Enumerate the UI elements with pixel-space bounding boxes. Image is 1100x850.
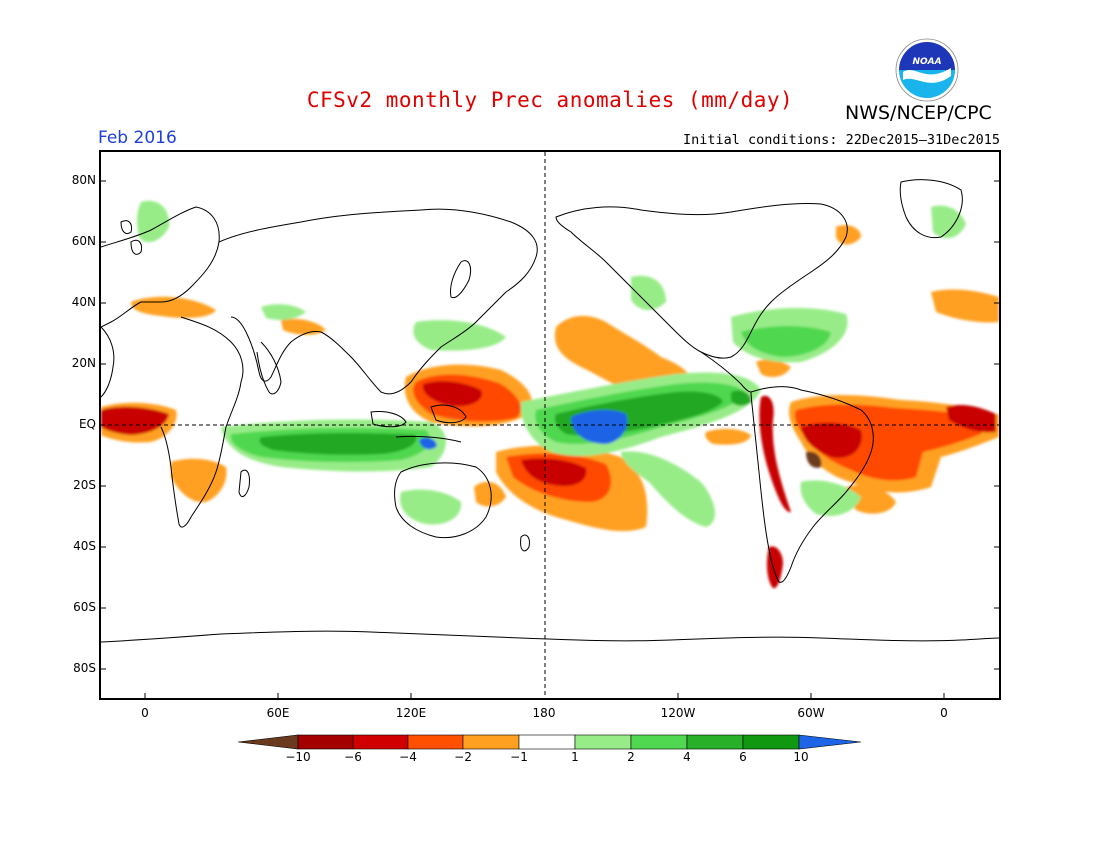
dry-anomaly-arabia bbox=[281, 318, 326, 335]
dry-anomaly-amazon-inner bbox=[801, 422, 862, 458]
colorbar-tick-6: 6 bbox=[739, 750, 747, 764]
wet-anomaly-pacific-northwest bbox=[261, 304, 306, 320]
initial-conditions: Initial conditions: 22Dec2015–31Dec2015 bbox=[683, 132, 1000, 148]
wet-anomaly-caribbean bbox=[741, 326, 831, 357]
lat-label-60s: 60S bbox=[73, 600, 96, 614]
colorbar-swatch-minus10-minus6 bbox=[297, 734, 354, 750]
dry-anomaly-south-america-core bbox=[794, 404, 986, 481]
colorbar-tick-10: 10 bbox=[793, 750, 809, 764]
colorbar-swatch-6-10 bbox=[742, 734, 800, 750]
colorbar-swatch-lt-minus10 bbox=[238, 734, 299, 750]
anomaly-map bbox=[99, 150, 1001, 700]
colorbar-swatch-minus4-minus2 bbox=[407, 734, 464, 750]
colorbar-tick-minus4: −4 bbox=[399, 750, 417, 764]
wet-anomaly-greenland-east bbox=[931, 205, 966, 239]
noaa-logo: NOAA bbox=[895, 38, 959, 102]
lon-label-120e: 120E bbox=[395, 706, 427, 720]
colorbar-tick-1: 1 bbox=[571, 750, 579, 764]
wet-anomaly-south-atlantic-west bbox=[800, 480, 861, 517]
wet-anomaly-indian-ocean-core bbox=[259, 432, 417, 455]
lat-label-eq: EQ bbox=[78, 417, 96, 431]
lat-label-20n: 20N bbox=[71, 356, 96, 370]
colorbar-swatch-gt-10 bbox=[798, 734, 862, 750]
colorbar-swatch-1-2 bbox=[574, 734, 632, 750]
dry-anomaly-west-atlantic-north bbox=[931, 289, 999, 323]
dry-anomaly-indian-ocean-east bbox=[474, 481, 506, 507]
dry-anomaly-bolivia bbox=[806, 451, 822, 468]
dry-anomaly-west-pacific-inner bbox=[422, 381, 482, 407]
wet-anomaly-indonesia-extreme bbox=[419, 437, 437, 450]
lon-label-0: 0 bbox=[141, 706, 149, 720]
wet-anomaly-east-asia bbox=[413, 320, 506, 351]
wet-anomaly-pacific-extreme bbox=[571, 410, 628, 444]
colorbar-tick-minus2: −2 bbox=[454, 750, 472, 764]
axis-ticks bbox=[101, 180, 999, 698]
dry-anomaly-mexico bbox=[756, 359, 791, 378]
lat-label-60n: 60N bbox=[71, 234, 96, 248]
colorbar-tick-minus10: −10 bbox=[285, 750, 311, 764]
lat-label-40n: 40N bbox=[71, 295, 96, 309]
dry-anomaly-south-atlantic bbox=[845, 485, 896, 514]
dry-anomaly-africa-west-core bbox=[101, 406, 169, 435]
dry-anomaly-andes-strip bbox=[759, 395, 791, 513]
wet-anomaly-south-pacific-convergence bbox=[621, 451, 716, 527]
colorbar-swatch-minus1-1 bbox=[518, 734, 576, 750]
wet-anomaly-scandinavia bbox=[136, 200, 170, 243]
colorbar-swatch-4-6 bbox=[686, 734, 744, 750]
map-title: CFSv2 monthly Prec anomalies (mm/day) bbox=[306, 88, 794, 112]
wet-anomaly-australia bbox=[400, 489, 462, 525]
colorbar-tick-minus1: −1 bbox=[510, 750, 528, 764]
wet-anomaly-north-pacific-east bbox=[631, 275, 666, 311]
colorbar-swatch-minus6-minus4 bbox=[352, 734, 409, 750]
agency-label: NWS/NCEP/CPC bbox=[845, 102, 992, 124]
wet-anomaly-ecuador bbox=[731, 390, 751, 406]
lat-label-40s: 40S bbox=[73, 539, 96, 553]
lon-label-180: 180 bbox=[532, 706, 556, 720]
dry-anomaly-south-pacific-inner bbox=[521, 458, 587, 487]
lat-label-20s: 20S bbox=[73, 478, 96, 492]
colorbar-swatch-2-4 bbox=[630, 734, 688, 750]
dry-anomaly-labrador bbox=[836, 225, 861, 245]
lat-label-80n: 80N bbox=[71, 173, 96, 187]
colorbar bbox=[238, 734, 862, 750]
lat-label-80s: 80S bbox=[73, 661, 96, 675]
lon-label-120w: 120W bbox=[660, 706, 696, 720]
colorbar-tick-4: 4 bbox=[683, 750, 691, 764]
svg-text:NOAA: NOAA bbox=[912, 57, 941, 67]
colorbar-swatch-minus2-minus1 bbox=[462, 734, 520, 750]
forecast-period: Feb 2016 bbox=[98, 128, 177, 148]
lon-label-0-east: 0 bbox=[940, 706, 948, 720]
colorbar-tick-2: 2 bbox=[627, 750, 635, 764]
dry-anomaly-east-pacific bbox=[705, 428, 751, 445]
lon-label-60e: 60E bbox=[266, 706, 290, 720]
colorbar-tick-minus6: −6 bbox=[344, 750, 362, 764]
coastlines bbox=[101, 179, 999, 643]
dry-anomaly-southern-africa bbox=[171, 458, 227, 503]
dry-anomaly-atlantic-east bbox=[946, 404, 996, 433]
lon-label-60w: 60W bbox=[797, 706, 825, 720]
